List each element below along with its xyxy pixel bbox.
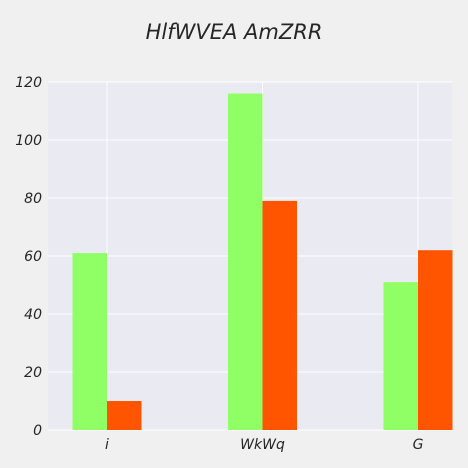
bar-series-1 <box>228 93 263 430</box>
bars <box>72 93 453 430</box>
x-tick-label: WkWq <box>240 437 285 453</box>
y-tick-label: 60 <box>24 249 42 265</box>
chart-title: HlfWVEA AmZRR <box>145 20 323 44</box>
bar-series-2 <box>262 200 297 430</box>
bar-series-1 <box>72 253 107 430</box>
bar-series-2 <box>418 250 453 430</box>
x-tick-label: i <box>105 437 109 453</box>
y-tick-label: 0 <box>33 423 42 439</box>
y-tick-label: 100 <box>15 133 42 149</box>
y-axis-ticks: 0 20 40 60 80 100 120 <box>15 75 42 439</box>
bar-series-1 <box>383 282 418 430</box>
y-tick-label: 120 <box>15 75 42 91</box>
y-tick-label: 40 <box>24 307 42 323</box>
y-tick-label: 20 <box>24 365 42 381</box>
y-tick-label: 80 <box>24 191 42 207</box>
x-tick-label: G <box>413 437 424 453</box>
bar-series-2 <box>107 401 142 430</box>
x-axis-ticks: i WkWq G <box>105 437 424 453</box>
